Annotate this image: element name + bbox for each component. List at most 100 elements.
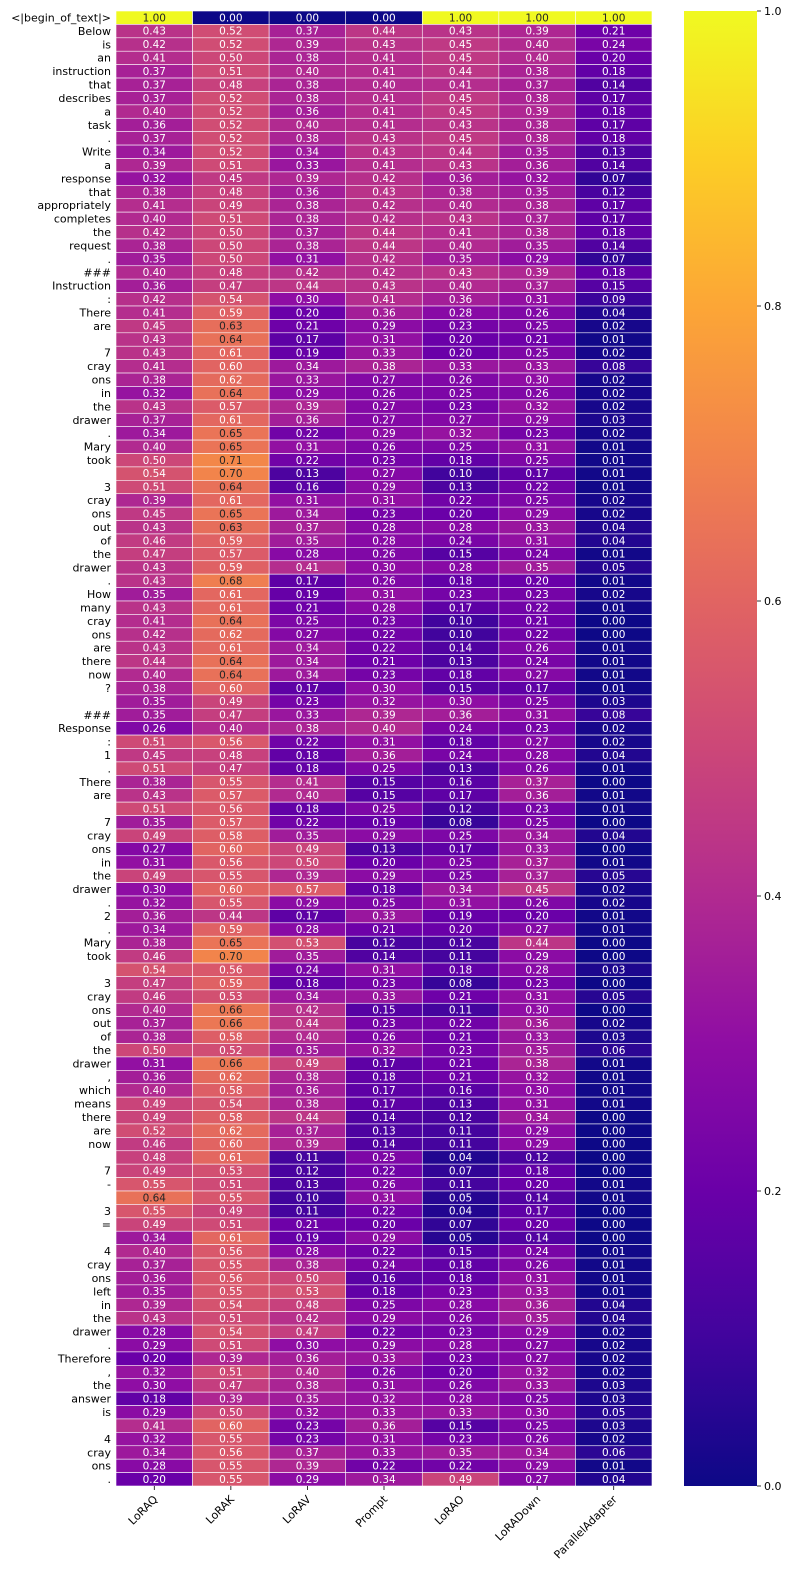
cell-value-label: 0.11	[296, 1206, 319, 1218]
cell-value-label: 0.02	[602, 1434, 625, 1446]
cell-value-label: 0.20	[449, 1367, 472, 1379]
cell-value-label: 0.54	[219, 294, 243, 306]
cell-value-label: 0.56	[219, 736, 243, 748]
cell-value-label: 0.24	[449, 535, 473, 547]
cell-value-label: 0.22	[372, 1165, 395, 1177]
cell-value-label: 0.35	[449, 254, 472, 266]
row-token-label: -	[107, 1178, 111, 1191]
cell-value-label: 0.02	[602, 736, 625, 748]
cell-value-label: 0.02	[602, 495, 625, 507]
cell-value-label: 0.41	[372, 294, 395, 306]
cell-value-label: 0.28	[372, 522, 395, 534]
cell-value-label: 0.49	[143, 870, 166, 882]
cell-value-label: 0.38	[296, 723, 319, 735]
cell-value-label: 0.30	[296, 294, 319, 306]
cell-value-label: 0.21	[449, 1031, 472, 1043]
cell-value-label: 0.26	[372, 549, 396, 561]
cell-value-label: 0.21	[449, 991, 472, 1003]
cell-value-label: 0.43	[372, 39, 395, 51]
row-token-label: Mary	[84, 937, 112, 950]
cell-value-label: 0.17	[296, 575, 319, 587]
row-token-label: =	[102, 1218, 111, 1231]
cell-value-label: 0.14	[449, 643, 473, 655]
row-token-label: cray	[87, 1259, 111, 1272]
cell-value-label: 0.09	[602, 294, 625, 306]
cell-value-label: 0.17	[449, 790, 472, 802]
row-token-label: .	[108, 762, 112, 775]
cell-value-label: 0.51	[219, 213, 242, 225]
cell-value-label: 0.38	[143, 938, 166, 950]
cell-value-label: 0.20	[525, 575, 548, 587]
cell-value-label: 0.59	[219, 307, 242, 319]
cell-value-label: 0.27	[525, 736, 548, 748]
cell-value-label: 0.01	[602, 549, 625, 561]
cell-value-label: 0.22	[372, 1326, 395, 1338]
row-token-label: .	[108, 897, 112, 910]
cell-value-label: 0.04	[602, 830, 626, 842]
cell-value-label: 0.10	[296, 1192, 319, 1204]
cell-value-label: 0.43	[372, 187, 395, 199]
cell-value-label: 0.27	[296, 629, 319, 641]
cell-value-label: 0.50	[219, 240, 242, 252]
cell-value-label: 0.04	[449, 1152, 473, 1164]
cell-value-label: 0.33	[372, 911, 395, 923]
row-token-label: ?	[105, 682, 111, 695]
cell-value-label: 0.25	[525, 348, 548, 360]
row-token-label: .	[108, 132, 112, 145]
cell-value-label: 0.55	[219, 777, 242, 789]
cell-value-label: 0.43	[449, 120, 472, 132]
cell-value-label: 0.32	[372, 696, 395, 708]
cell-value-label: 0.37	[143, 93, 166, 105]
cell-value-label: 0.03	[602, 415, 625, 427]
cell-value-label: 0.40	[449, 200, 472, 212]
cell-value-label: 0.31	[296, 495, 319, 507]
cell-value-label: 0.61	[219, 589, 242, 601]
cell-value-label: 0.23	[525, 723, 548, 735]
cell-value-label: 0.35	[143, 710, 166, 722]
row-token-label: means	[74, 1098, 111, 1111]
cell-value-label: 0.14	[602, 79, 626, 91]
cell-value-label: 0.40	[143, 1246, 166, 1258]
cell-value-label: 0.51	[143, 482, 166, 494]
cell-value-label: 0.43	[372, 146, 395, 158]
cell-value-label: 0.55	[219, 870, 242, 882]
cell-value-label: 0.15	[449, 549, 472, 561]
cell-value-label: 0.34	[296, 669, 320, 681]
cell-value-label: 0.43	[143, 26, 166, 38]
cell-value-label: 0.41	[143, 361, 166, 373]
cell-value-label: 0.42	[296, 1005, 319, 1017]
cell-value-label: 0.27	[372, 374, 395, 386]
cell-value-label: 0.01	[602, 1246, 625, 1258]
row-token-label: cray	[87, 615, 111, 628]
cell-value-label: 0.25	[449, 441, 472, 453]
cell-value-label: 0.23	[296, 1434, 319, 1446]
cell-value-label: 0.22	[372, 1206, 395, 1218]
cell-value-label: 0.45	[449, 133, 472, 145]
cell-value-label: 0.28	[449, 1340, 472, 1352]
cell-value-label: 0.29	[525, 508, 548, 520]
cell-value-label: 0.34	[525, 830, 549, 842]
cell-value-label: 0.31	[372, 495, 395, 507]
cell-value-label: 0.13	[372, 844, 395, 856]
cell-value-label: 0.33	[525, 1031, 548, 1043]
cell-value-label: 0.17	[449, 602, 472, 614]
cell-value-label: 0.12	[449, 1112, 472, 1124]
cell-value-label: 0.01	[602, 924, 625, 936]
cell-value-label: 0.22	[296, 428, 319, 440]
cell-value-label: 0.25	[372, 1300, 395, 1312]
cell-value-label: 0.31	[449, 897, 472, 909]
cell-value-label: 0.50	[219, 227, 242, 239]
cell-value-label: 0.31	[525, 710, 548, 722]
cell-value-label: 0.36	[372, 750, 396, 762]
row-token-label: took	[87, 950, 112, 963]
cell-value-label: 0.48	[219, 187, 242, 199]
cell-value-label: 0.30	[525, 374, 548, 386]
cell-value-label: 0.14	[602, 240, 626, 252]
cell-value-label: 0.52	[143, 1125, 166, 1137]
cell-value-label: 0.01	[602, 334, 625, 346]
row-token-label: the	[93, 226, 111, 239]
cell-value-label: 0.18	[602, 133, 625, 145]
cell-value-label: 0.43	[449, 267, 472, 279]
cell-value-label: 0.35	[525, 1313, 548, 1325]
cell-value-label: 0.01	[602, 468, 625, 480]
